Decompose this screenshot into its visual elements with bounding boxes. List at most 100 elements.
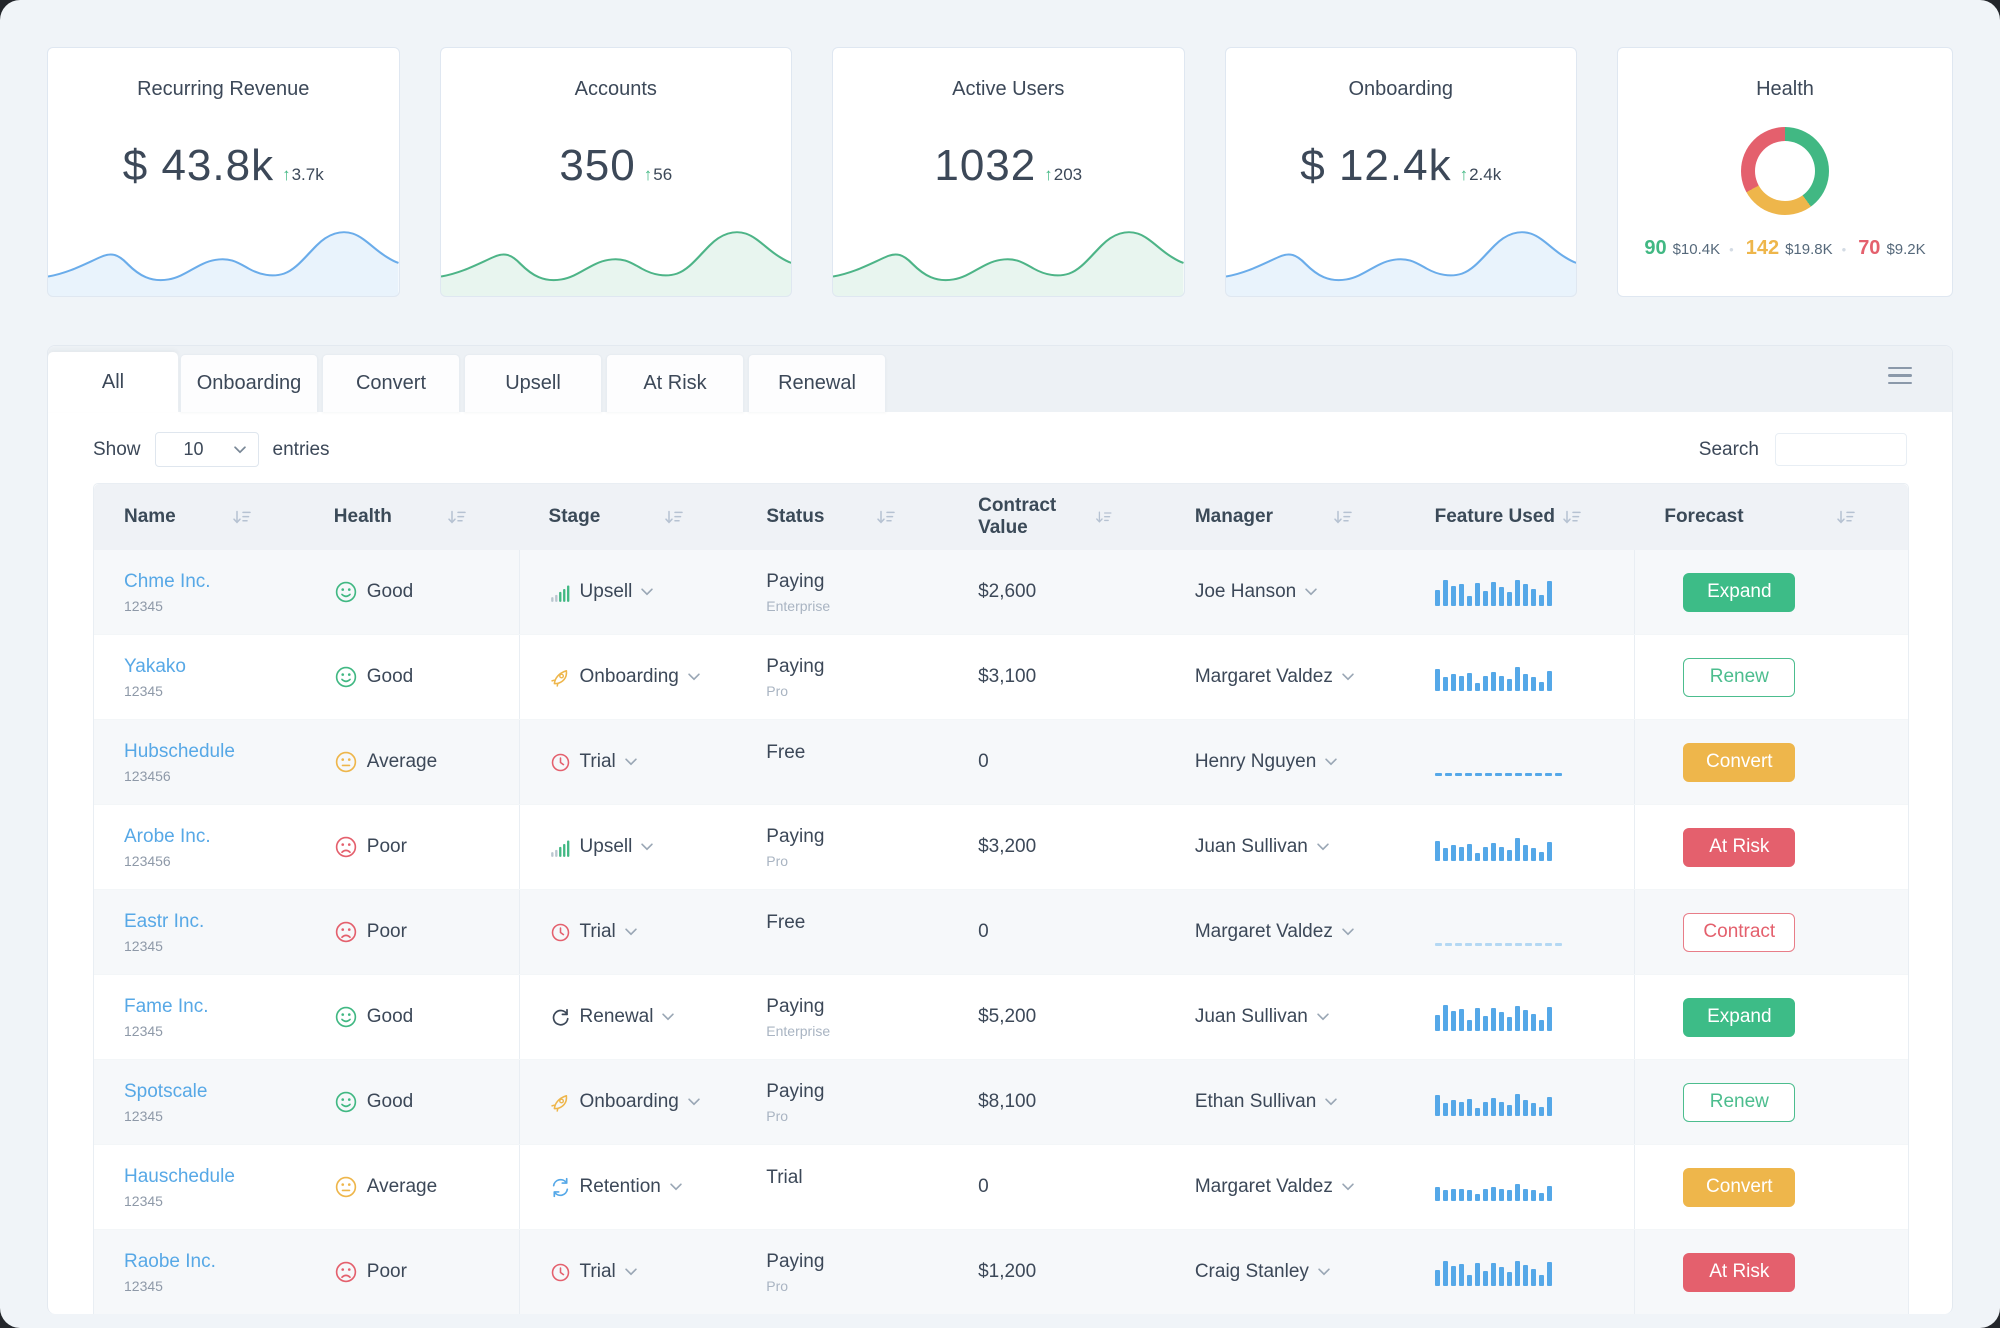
- company-link[interactable]: Hauschedule: [124, 1165, 235, 1187]
- forecast-button[interactable]: Convert: [1683, 1167, 1796, 1207]
- column-header[interactable]: Stage: [519, 484, 737, 550]
- feature-used-cell: [1405, 635, 1635, 719]
- stage-dropdown[interactable]: Trial: [518, 720, 737, 804]
- company-link[interactable]: Yakako: [124, 655, 186, 677]
- show-label: Show: [93, 438, 141, 460]
- column-header[interactable]: Health: [304, 484, 519, 550]
- forecast-cell: Renew: [1634, 635, 1908, 719]
- stage-dropdown[interactable]: Onboarding: [518, 1060, 737, 1144]
- forecast-button[interactable]: Convert: [1683, 742, 1796, 782]
- card-delta-value: 203: [1053, 165, 1083, 184]
- company-link[interactable]: Raobe Inc.: [124, 1250, 216, 1272]
- status-label: Paying: [766, 825, 825, 847]
- feature-used-cell: [1405, 1230, 1635, 1314]
- company-link[interactable]: Arobe Inc.: [124, 825, 211, 847]
- forecast-button[interactable]: Renew: [1683, 1082, 1796, 1122]
- manager-dropdown[interactable]: Juan Sullivan: [1165, 805, 1405, 889]
- column-header-label: Status: [766, 506, 825, 527]
- name-cell: Eastr Inc. 12345: [94, 890, 304, 974]
- forecast-button[interactable]: Expand: [1683, 997, 1796, 1037]
- tab[interactable]: Onboarding: [180, 354, 318, 412]
- stage-dropdown[interactable]: Retention: [518, 1145, 737, 1229]
- tab[interactable]: Convert: [322, 354, 460, 412]
- manager-name: Juan Sullivan: [1194, 836, 1308, 857]
- tab-label: Renewal: [778, 372, 856, 394]
- card-value: $ 43.8k: [122, 141, 275, 190]
- forecast-button[interactable]: Renew: [1683, 657, 1796, 697]
- sort-icon[interactable]: [1836, 510, 1856, 525]
- company-id: 12345: [124, 1277, 163, 1294]
- stage-label: Upsell: [579, 581, 633, 602]
- table-row: Hubschedule 123456: [94, 720, 1908, 805]
- health-label: Poor: [366, 1261, 407, 1282]
- forecast-button[interactable]: Contract: [1683, 912, 1796, 952]
- company-link[interactable]: Spotscale: [124, 1080, 208, 1102]
- card-title: Active Users: [952, 78, 1065, 100]
- tab[interactable]: Upsell: [464, 354, 602, 412]
- manager-dropdown[interactable]: Henry Nguyen: [1165, 720, 1405, 804]
- usage-sparkbars: [1434, 579, 1552, 606]
- card-delta-value: 2.4k: [1469, 165, 1502, 184]
- company-link[interactable]: Chme Inc.: [124, 570, 211, 592]
- tab[interactable]: Renewal: [748, 354, 886, 412]
- card-value: 1032: [934, 141, 1037, 190]
- menu-hamburger-icon[interactable]: [1888, 366, 1912, 384]
- manager-dropdown[interactable]: Juan Sullivan: [1165, 975, 1405, 1059]
- company-link[interactable]: Fame Inc.: [124, 995, 209, 1017]
- health-label: Average: [366, 1176, 438, 1197]
- forecast-button[interactable]: At Risk: [1683, 827, 1796, 867]
- sort-icon[interactable]: [1095, 510, 1113, 525]
- sort-icon[interactable]: [1562, 510, 1582, 525]
- sort-icon[interactable]: [876, 510, 896, 525]
- manager-dropdown[interactable]: Joe Hanson: [1165, 550, 1405, 634]
- sort-icon[interactable]: [447, 510, 467, 525]
- forecast-button[interactable]: Expand: [1683, 572, 1796, 612]
- status-label: Free: [766, 741, 806, 763]
- card-delta: ↑ 56: [644, 165, 672, 185]
- name-cell: Yakako 12345: [94, 635, 304, 719]
- manager-dropdown[interactable]: Margaret Valdez: [1165, 1145, 1405, 1229]
- up-arrow-icon: ↑: [1044, 165, 1053, 184]
- stat-card: Accounts 350 ↑ 56: [439, 47, 792, 297]
- tab[interactable]: All: [48, 352, 178, 412]
- contract-value-cell: 0: [978, 751, 989, 772]
- stage-dropdown[interactable]: Onboarding: [518, 635, 737, 719]
- stage-dropdown[interactable]: Renewal: [518, 975, 737, 1059]
- column-header[interactable]: Forecast: [1634, 484, 1908, 550]
- company-link[interactable]: Hubschedule: [124, 740, 235, 762]
- column-header[interactable]: Status: [736, 484, 948, 550]
- entries-select[interactable]: 10: [154, 432, 259, 467]
- column-header[interactable]: Name: [94, 484, 304, 550]
- stage-dropdown[interactable]: Upsell: [518, 805, 737, 889]
- company-id: 12345: [124, 1192, 163, 1209]
- card-value: 350: [559, 141, 636, 190]
- stage-label: Renewal: [579, 1006, 654, 1027]
- manager-dropdown[interactable]: Ethan Sullivan: [1165, 1060, 1405, 1144]
- column-header[interactable]: Feature Used: [1405, 484, 1635, 550]
- company-id: 12345: [124, 1022, 163, 1039]
- contract-value-cell: 0: [978, 1176, 989, 1197]
- column-header[interactable]: Manager: [1165, 484, 1405, 550]
- tab[interactable]: At Risk: [606, 354, 744, 412]
- forecast-cell: Convert: [1634, 720, 1908, 804]
- manager-dropdown[interactable]: Craig Stanley: [1165, 1230, 1405, 1314]
- forecast-button[interactable]: At Risk: [1683, 1252, 1796, 1292]
- manager-dropdown[interactable]: Margaret Valdez: [1165, 635, 1405, 719]
- sort-icon[interactable]: [232, 510, 252, 525]
- manager-name: Margaret Valdez: [1194, 1176, 1333, 1197]
- chevron-down-icon: [1325, 758, 1338, 766]
- stage-dropdown[interactable]: Trial: [518, 1230, 737, 1314]
- status-cell: Paying Pro: [736, 1060, 948, 1144]
- search-input[interactable]: [1775, 433, 1907, 466]
- stage-dropdown[interactable]: Trial: [518, 890, 737, 974]
- manager-name: Margaret Valdez: [1194, 921, 1333, 942]
- sort-icon[interactable]: [1333, 510, 1353, 525]
- card-delta: ↑ 203: [1044, 165, 1082, 185]
- company-link[interactable]: Eastr Inc.: [124, 910, 205, 932]
- sort-icon[interactable]: [664, 510, 684, 525]
- up-arrow-icon: ↑: [1459, 165, 1469, 184]
- smiley-good-icon: [335, 666, 356, 688]
- column-header[interactable]: Contract Value: [948, 484, 1165, 550]
- manager-dropdown[interactable]: Margaret Valdez: [1165, 890, 1405, 974]
- stage-dropdown[interactable]: Upsell: [518, 550, 737, 634]
